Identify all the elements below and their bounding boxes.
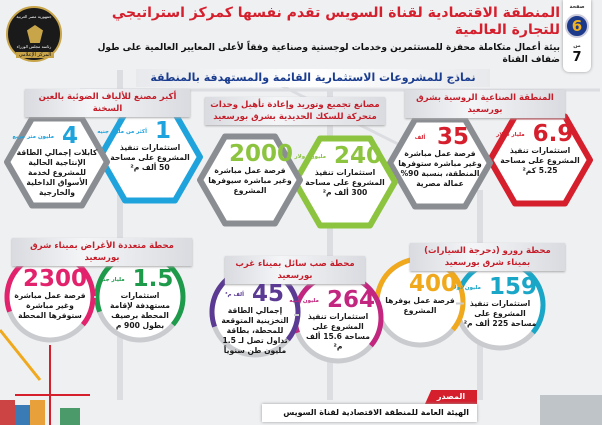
stat-description: إجمالي الطاقة التخزينية المتوقعة للمحطة،… bbox=[221, 306, 289, 355]
fiber-section-label: أكبر مصنع للألياف الضوئية بالعين السخنة bbox=[25, 89, 190, 117]
railway-stat-card: 2000 فرصة عمل مباشرة وغير مباشرة سيوفرها… bbox=[207, 142, 293, 196]
page-title: المنطقة الاقتصادية لقناة السويس تقدم نفس… bbox=[111, 5, 560, 38]
stat-description: استثمارات تنفيذ المشروع على مساحة 5.25 ك… bbox=[500, 146, 580, 175]
page-indicator: صفحة 6 من 7 bbox=[563, 0, 591, 72]
russian-stat-card: 6.9 مليار دولار استثمارات تنفيذ المشروع ع… bbox=[496, 121, 583, 176]
fiber-card-1-frame bbox=[4, 115, 110, 209]
stat-value-row: 45 ألف م³ bbox=[218, 282, 292, 306]
fiber-stat-card: 4 مليون متر مربع كابلات إجمالي الطاقة الإ… bbox=[12, 123, 100, 198]
logo-bottom-text: المركز الإعلامي bbox=[16, 52, 54, 58]
stat-description: استثمارات تنفيذ المشروع على مساحة 15.6 أ… bbox=[306, 312, 370, 351]
russian-card-1-frame bbox=[387, 116, 493, 210]
stat-description: استثمارات تنفيذ المشروع على مساحة 50 ألف… bbox=[110, 143, 190, 172]
stat-value: 240 bbox=[334, 143, 383, 169]
eagle-icon bbox=[27, 25, 43, 43]
stat-unit: مليون جنيه bbox=[289, 297, 319, 304]
stat-description: كابلات إجمالي الطاقة الإنتاجية الحالية ل… bbox=[16, 148, 98, 197]
source-text: الهيئة العامة للمنطقة الاقتصادية لقناة ا… bbox=[262, 404, 477, 422]
stat-value: 6.9 bbox=[532, 121, 574, 147]
multipurpose-stat-card: 2300 فرصة عمل مباشرة وغير مباشرة ستوفرها… bbox=[13, 267, 87, 321]
stat-unit: ألف bbox=[414, 134, 426, 141]
stat-value: 264 bbox=[326, 287, 375, 313]
stat-value-row: 159 مليون دولار bbox=[449, 274, 538, 300]
multipurpose-section-label: محطة متعددة الأغراض بميناء شرق بورسعيد bbox=[12, 238, 192, 266]
railway-section-label: مصانع تجميع وتوريد وإعادة تأهيل وحدات مت… bbox=[205, 97, 385, 125]
stat-value-row: 240 مليون دولار bbox=[294, 143, 388, 169]
russian-stat-card: 35 ألف فرصة عمل مباشرة وغير مباشرة ستوفره… bbox=[397, 125, 483, 189]
cabinet-media-center-logo: جمهورية مصر العربية رئاسة مجلس الوزراء ا… bbox=[6, 6, 62, 62]
stat-value-row: 400 bbox=[383, 272, 457, 296]
liquid-stat-card: 45 ألف م³ إجمالي الطاقة التخزينية المتوقع… bbox=[218, 282, 292, 356]
stat-unit: ألف م³ bbox=[225, 291, 244, 298]
liquid-stat-card: 264 مليون جنيه استثمارات تنفيذ المشروع عل… bbox=[289, 287, 375, 352]
russian-section-label: المنطقة الصناعية الروسية بشرق بورسعيد bbox=[405, 90, 565, 118]
page-subtitle: بيئة أعمال متكاملة محفزة للمستثمرين وخدم… bbox=[97, 43, 560, 65]
stat-value-row: 2000 bbox=[207, 142, 293, 166]
railway-card-0-frame bbox=[292, 135, 398, 229]
stat-description: استثمارات تنفيذ المشروع على مساحة 225 أل… bbox=[463, 299, 537, 328]
stat-description: فرصة عمل مباشرة وغير مباشرة ستوفرها المح… bbox=[14, 291, 86, 320]
roro-stat-card: 400 فرصة عمل يوفرها المشروع bbox=[383, 272, 457, 316]
stat-unit: مليون متر مربع bbox=[12, 133, 54, 140]
stat-value: 4 bbox=[62, 123, 79, 149]
stat-value-row: 264 مليون جنيه bbox=[289, 287, 375, 313]
stat-description: استثمارات تنفيذ المشروع على مساحة 300 أل… bbox=[305, 168, 385, 197]
stat-unit: مليون دولار bbox=[294, 153, 326, 160]
stat-description: فرصة عمل يوفرها المشروع bbox=[385, 296, 455, 315]
stat-description: فرصة عمل مباشرة وغير مباشرة سيوفرها المش… bbox=[208, 166, 292, 195]
fiber-stat-card: 1 أكثر من مليار جنيه استثمارات تنفيذ المش… bbox=[97, 118, 193, 173]
stat-value: 2000 bbox=[228, 141, 293, 167]
railway-card-1-frame bbox=[197, 133, 303, 227]
stat-value-row: 6.9 مليار دولار bbox=[496, 121, 583, 147]
crane-illustration bbox=[0, 329, 602, 425]
current-page: 6 bbox=[565, 14, 589, 38]
stat-value: 1 bbox=[155, 118, 172, 144]
stat-unit: مليون دولار bbox=[449, 284, 481, 291]
stat-value: 45 bbox=[252, 281, 285, 307]
stat-value: 35 bbox=[437, 124, 470, 150]
stat-unit: مليار دولار bbox=[496, 131, 525, 138]
stat-value: 400 bbox=[408, 271, 457, 297]
logo-middle-text: رئاسة مجلس الوزراء bbox=[16, 44, 52, 49]
stat-value-row: 2300 bbox=[13, 267, 87, 291]
stat-value: 1.5 bbox=[132, 266, 174, 292]
railway-stat-card: 240 مليون دولار استثمارات تنفيذ المشروع ع… bbox=[294, 143, 388, 198]
roro-stat-card: 159 مليون دولار استثمارات تنفيذ المشروع ع… bbox=[449, 274, 538, 329]
page-header: المنطقة الاقتصادية لقناة السويس تقدم نفس… bbox=[66, 5, 560, 87]
stat-unit: أكثر من مليار جنيه bbox=[97, 128, 147, 135]
stat-unit: مليار جنيه bbox=[97, 276, 125, 283]
multipurpose-stat-card: 1.5 مليار جنيه استثمارات مستهدفة لإقامة ا… bbox=[97, 266, 177, 331]
stat-value-row: 1.5 مليار جنيه bbox=[97, 266, 177, 292]
page-of: من bbox=[573, 43, 581, 49]
stat-description: استثمارات مستهدفة لإقامة المحطة برصيف بط… bbox=[110, 291, 170, 330]
source-label: المصدر bbox=[425, 390, 477, 404]
liquid-section-label: محطة صب سائل بميناء غرب بورسعيد bbox=[225, 256, 365, 284]
stat-description: فرصة عمل مباشرة وغير مباشرة ستوفرها المن… bbox=[398, 149, 482, 188]
stat-value-row: 4 مليون متر مربع bbox=[12, 123, 100, 149]
stat-value-row: 35 ألف bbox=[397, 125, 483, 149]
page-word: صفحة bbox=[569, 4, 585, 10]
total-pages: 7 bbox=[572, 50, 582, 65]
logo-top-text: جمهورية مصر العربية bbox=[16, 14, 52, 19]
stat-value: 2300 bbox=[22, 266, 87, 292]
models-heading: نماذج للمشروعات الاستثمارية القائمة والم… bbox=[136, 69, 490, 87]
stat-value-row: 1 أكثر من مليار جنيه bbox=[97, 118, 193, 144]
stat-value: 159 bbox=[488, 274, 537, 300]
roro-section-label: محطة رورو (دحرجة السيارات) بميناء شرق بو… bbox=[410, 243, 565, 271]
